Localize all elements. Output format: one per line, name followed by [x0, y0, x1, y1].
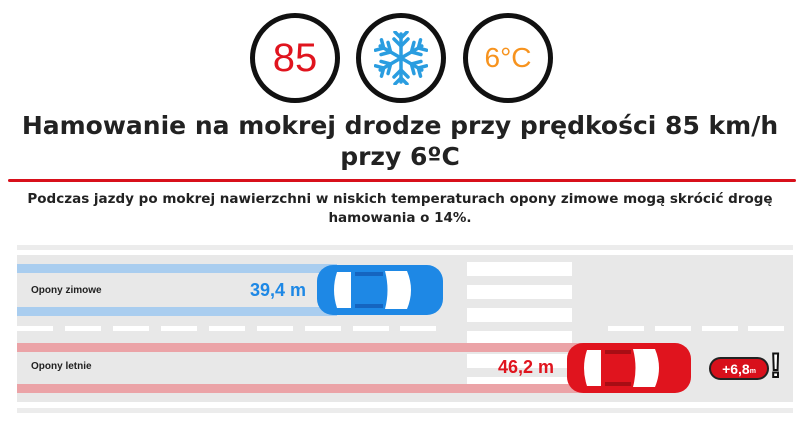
lane-dash: [305, 326, 341, 331]
winter-trail-bottom: [17, 307, 337, 316]
summer-trail-bottom: [17, 384, 582, 393]
crosswalk-stripe: [467, 285, 572, 299]
lane-label-winter: Opony zimowe: [31, 285, 102, 296]
lane-dash: [113, 326, 149, 331]
temperature-indicator: 6°C: [463, 13, 553, 103]
lane-dash: [161, 326, 197, 331]
crosswalk-stripe: [467, 262, 572, 276]
speed-indicator: 85: [250, 13, 340, 103]
lane-dash: [17, 326, 53, 331]
crosswalk-stripe: [467, 331, 572, 345]
weather-indicator: [356, 13, 446, 103]
lane-dash: [65, 326, 101, 331]
difference-badge: +6,8 m: [709, 357, 769, 380]
lane-label-summer: Opony letnie: [31, 361, 92, 372]
road-edge-bottom: [17, 408, 793, 413]
crosswalk-stripe: [467, 308, 572, 322]
snowflake-icon: [374, 31, 428, 85]
crosswalk-stripe: [467, 354, 572, 368]
car-red-icon: [567, 343, 691, 393]
lane-dash: [655, 326, 691, 331]
exclamation-icon: !: [769, 346, 782, 386]
distance-winter: 39,4 m: [250, 280, 307, 300]
temperature-value: 6°C: [484, 42, 532, 73]
summer-trail-top: [17, 343, 582, 352]
difference-unit: m: [749, 368, 756, 375]
title-divider: [8, 179, 796, 182]
distance-summer: 46,2 m: [498, 357, 555, 377]
road-edge-top: [17, 245, 793, 250]
lane-dash: [353, 326, 389, 331]
lane-dash: [209, 326, 245, 331]
lane-dash: [748, 326, 784, 331]
lane-dash: [400, 326, 436, 331]
car-blue-icon: [317, 265, 443, 315]
page-title: Hamowanie na mokrej drodze przy prędkośc…: [21, 111, 779, 171]
lane-dash: [608, 326, 644, 331]
difference-value: +6,8: [722, 360, 750, 377]
subtitle: Podczas jazdy po mokrej nawierzchni w ni…: [27, 191, 773, 226]
lane-dash: [702, 326, 738, 331]
lane-dash: [257, 326, 293, 331]
winter-trail-top: [17, 264, 337, 273]
speed-value: 85: [272, 35, 318, 80]
